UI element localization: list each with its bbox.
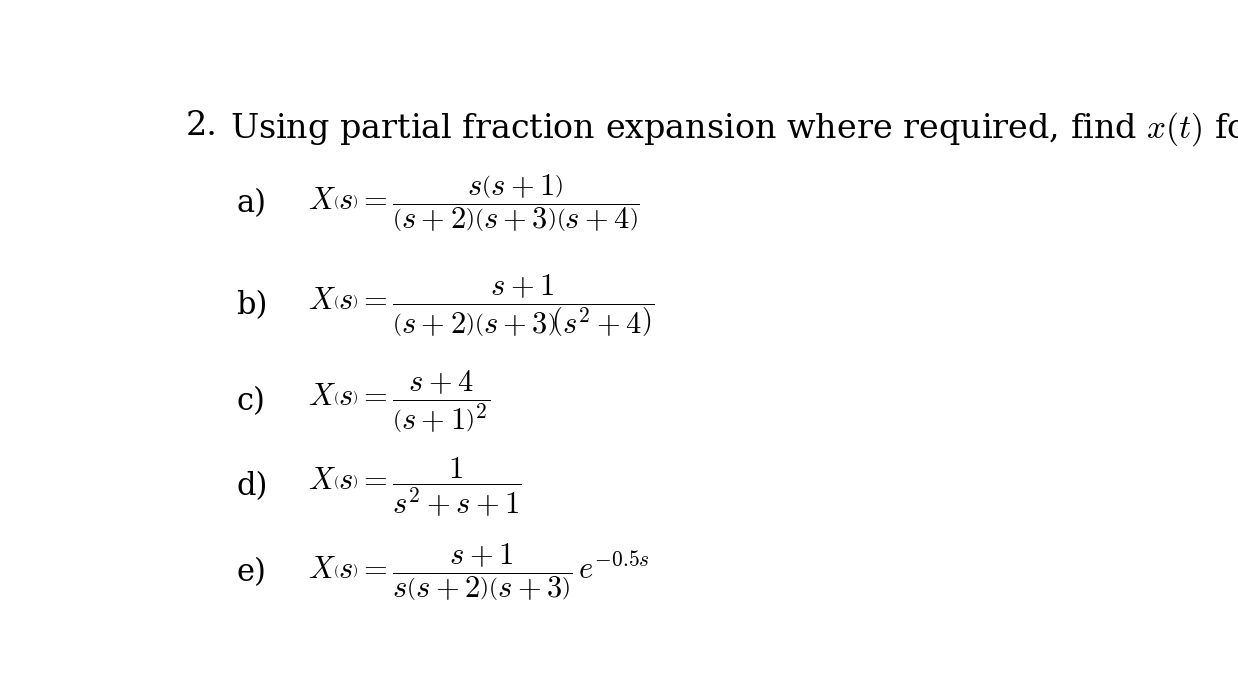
Text: d): d) bbox=[236, 471, 267, 502]
Text: a): a) bbox=[236, 188, 266, 219]
Text: $X\left(s\right)=\dfrac{s+4}{\left(s+1\right)^{2}}$: $X\left(s\right)=\dfrac{s+4}{\left(s+1\r… bbox=[308, 368, 490, 434]
Text: $X\left(s\right)=\dfrac{s\left(s+1\right)}{\left(s+2\right)\left(s+3\right)\left: $X\left(s\right)=\dfrac{s\left(s+1\right… bbox=[308, 173, 640, 235]
Text: 2.: 2. bbox=[186, 110, 218, 142]
Text: c): c) bbox=[236, 386, 265, 416]
Text: Using partial fraction expansion where required, find $x(t)$ for: Using partial fraction expansion where r… bbox=[229, 110, 1238, 148]
Text: $X\left(s\right)=\dfrac{1}{s^{2}+s+1}$: $X\left(s\right)=\dfrac{1}{s^{2}+s+1}$ bbox=[308, 455, 522, 518]
Text: $X\left(s\right)=\dfrac{s+1}{s\left(s+2\right)\left(s+3\right)}\,e^{-0.5s}$: $X\left(s\right)=\dfrac{s+1}{s\left(s+2\… bbox=[308, 541, 650, 603]
Text: e): e) bbox=[236, 557, 266, 588]
Text: b): b) bbox=[236, 289, 267, 321]
Text: $X\left(s\right)=\dfrac{s+1}{\left(s+2\right)\left(s+3\right)\!\left(s^{2}+4\rig: $X\left(s\right)=\dfrac{s+1}{\left(s+2\r… bbox=[308, 271, 655, 339]
